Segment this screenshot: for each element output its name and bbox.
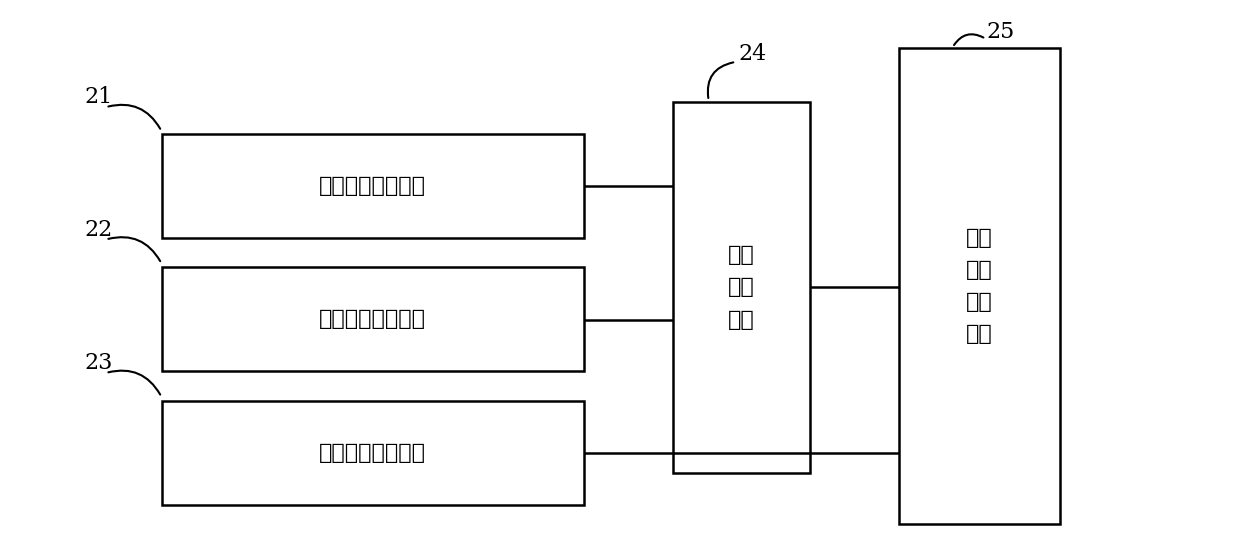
Bar [161, 401, 584, 505]
Text: 25: 25 [986, 22, 1015, 43]
Bar [161, 134, 584, 238]
Text: 定子电流采样单元: 定子电流采样单元 [320, 175, 426, 197]
Text: 定子电压采样单元: 定子电压采样单元 [320, 309, 426, 330]
Bar [161, 267, 584, 371]
Bar [673, 102, 810, 473]
Text: 坐标
变换
单元: 坐标 变换 单元 [729, 244, 755, 330]
Text: 22: 22 [84, 219, 113, 241]
Text: 21: 21 [84, 86, 113, 107]
Bar [900, 48, 1059, 524]
Text: 定子
磁通
计算
单元: 定子 磁通 计算 单元 [966, 227, 992, 345]
Text: 23: 23 [84, 353, 113, 374]
Text: 电机转速采样单元: 电机转速采样单元 [320, 442, 426, 464]
Text: 24: 24 [738, 43, 767, 65]
